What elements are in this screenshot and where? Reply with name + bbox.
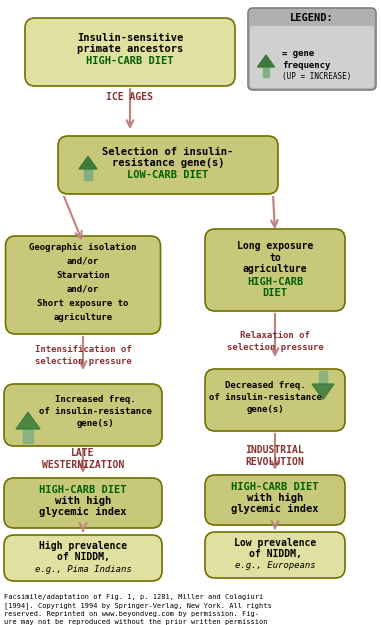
Text: of insulin-resistance: of insulin-resistance [38,408,151,416]
Text: Decreased freq.: Decreased freq. [225,381,305,389]
Text: glycemic index: glycemic index [39,507,127,517]
FancyBboxPatch shape [4,535,162,581]
Text: and/or: and/or [67,256,99,266]
Text: (UP = INCREASE): (UP = INCREASE) [282,71,351,81]
FancyBboxPatch shape [205,475,345,525]
Text: DIET: DIET [263,288,288,298]
Text: ICE AGES: ICE AGES [107,92,154,102]
Text: Increased freq.: Increased freq. [55,396,135,404]
Text: resistance gene(s): resistance gene(s) [112,158,224,168]
Polygon shape [79,156,97,169]
Text: with high: with high [55,496,111,506]
Text: Relaxation of: Relaxation of [240,331,310,339]
Text: gene(s): gene(s) [76,419,114,429]
Text: of insulin-resistance: of insulin-resistance [208,392,322,401]
Text: selection pressure: selection pressure [227,342,323,351]
Text: High prevalence: High prevalence [39,541,127,551]
Text: Intensification of: Intensification of [35,346,131,354]
Text: frequency: frequency [282,61,330,69]
Bar [319,371,327,384]
Text: Facsimile/adaptation of Fig. 1, p. 1281, Miller and Colagiuri
[1994]. Copyright : Facsimile/adaptation of Fig. 1, p. 1281,… [4,594,272,625]
Text: LEGEND:: LEGEND: [290,13,334,23]
Text: agriculture: agriculture [243,264,307,274]
FancyBboxPatch shape [4,478,162,528]
Text: of NIDDM,: of NIDDM, [248,549,301,559]
Text: glycemic index: glycemic index [231,504,319,514]
Text: Selection of insulin-: Selection of insulin- [102,147,234,157]
Text: Long exposure: Long exposure [237,241,313,251]
FancyBboxPatch shape [58,136,278,194]
FancyBboxPatch shape [205,229,345,311]
Text: Short exposure to: Short exposure to [37,299,129,308]
Text: REVOLUTION: REVOLUTION [246,457,304,467]
Text: HIGH-CARB DIET: HIGH-CARB DIET [231,482,319,492]
FancyBboxPatch shape [250,26,374,88]
Text: WESTERNIZATION: WESTERNIZATION [42,460,124,470]
Polygon shape [16,412,40,429]
Text: with high: with high [247,493,303,503]
FancyBboxPatch shape [5,236,160,334]
Text: gene(s): gene(s) [246,404,284,414]
Text: = gene: = gene [282,49,314,59]
Bar [85,169,91,180]
FancyBboxPatch shape [205,532,345,578]
Polygon shape [312,384,334,399]
Text: e.g., Pima Indians: e.g., Pima Indians [35,564,131,574]
FancyBboxPatch shape [205,369,345,431]
Text: and/or: and/or [67,284,99,294]
Text: HIGH-CARB DIET: HIGH-CARB DIET [39,485,127,495]
Text: Geographic isolation: Geographic isolation [29,242,137,251]
Text: primate ancestors: primate ancestors [77,44,183,54]
Text: INDUSTRIAL: INDUSTRIAL [246,445,304,455]
Text: Insulin-sensitive: Insulin-sensitive [77,33,183,43]
Text: Low prevalence: Low prevalence [234,538,316,548]
Text: selection pressure: selection pressure [35,357,131,366]
Text: agriculture: agriculture [53,312,112,321]
Text: e.g., Europeans: e.g., Europeans [235,561,315,571]
Text: HIGH-CARB DIET: HIGH-CARB DIET [86,56,174,66]
FancyBboxPatch shape [248,8,376,90]
Bar [23,429,33,443]
FancyBboxPatch shape [25,18,235,86]
Text: Starvation: Starvation [56,271,110,279]
Text: of NIDDM,: of NIDDM, [56,552,109,562]
Text: LOW-CARB DIET: LOW-CARB DIET [127,170,209,180]
Text: LATE: LATE [71,448,95,458]
Text: to: to [269,253,281,263]
FancyBboxPatch shape [4,384,162,446]
Polygon shape [258,55,274,67]
Bar [263,67,269,78]
Text: HIGH-CARB: HIGH-CARB [247,277,303,287]
